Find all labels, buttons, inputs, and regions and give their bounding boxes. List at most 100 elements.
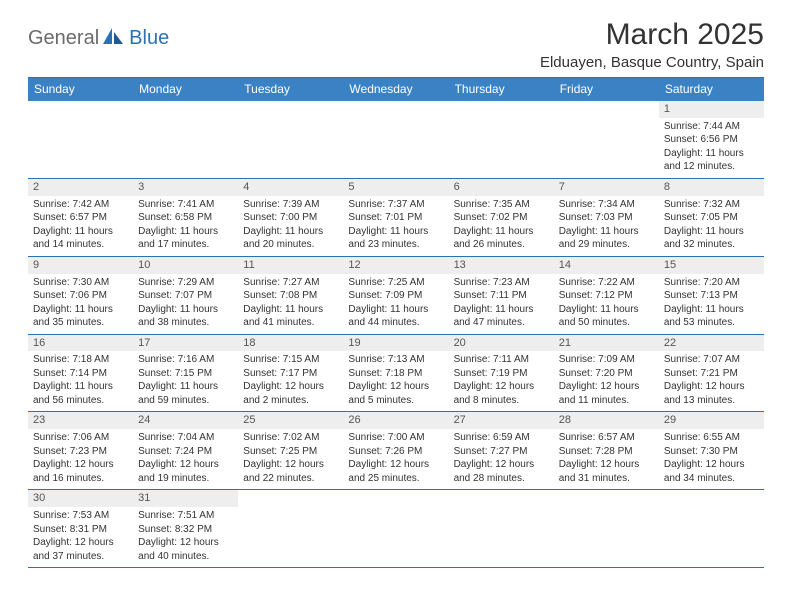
sunrise-text: Sunrise: 7:00 AM — [348, 431, 443, 445]
daylight-text: Daylight: 11 hours and 14 minutes. — [33, 225, 128, 252]
sunset-text: Sunset: 7:14 PM — [33, 367, 128, 381]
week-row: 23Sunrise: 7:06 AMSunset: 7:23 PMDayligh… — [28, 412, 764, 490]
daylight-text: Daylight: 12 hours and 40 minutes. — [138, 536, 233, 563]
sunset-text: Sunset: 7:25 PM — [243, 445, 338, 459]
sunrise-text: Sunrise: 6:57 AM — [559, 431, 654, 445]
page: General Blue March 2025 Elduayen, Basque… — [0, 0, 792, 568]
sunrise-text: Sunrise: 7:15 AM — [243, 353, 338, 367]
sunrise-text: Sunrise: 7:22 AM — [559, 276, 654, 290]
daylight-text: Daylight: 12 hours and 5 minutes. — [348, 380, 443, 407]
sunset-text: Sunset: 7:18 PM — [348, 367, 443, 381]
daylight-text: Daylight: 11 hours and 12 minutes. — [664, 147, 759, 174]
daylight-text: Daylight: 12 hours and 31 minutes. — [559, 458, 654, 485]
day-number: 21 — [554, 335, 659, 352]
day-number: 25 — [238, 412, 343, 429]
day-cell: 11Sunrise: 7:27 AMSunset: 7:08 PMDayligh… — [238, 257, 343, 334]
sunset-text: Sunset: 7:06 PM — [33, 289, 128, 303]
sunrise-text: Sunrise: 7:25 AM — [348, 276, 443, 290]
day-cell: 17Sunrise: 7:16 AMSunset: 7:15 PMDayligh… — [133, 335, 238, 412]
sunset-text: Sunset: 7:05 PM — [664, 211, 759, 225]
month-title: March 2025 — [540, 18, 764, 52]
sunset-text: Sunset: 6:57 PM — [33, 211, 128, 225]
day-cell-empty — [238, 490, 343, 567]
daylight-text: Daylight: 12 hours and 25 minutes. — [348, 458, 443, 485]
daylight-text: Daylight: 11 hours and 59 minutes. — [138, 380, 233, 407]
day-cell: 26Sunrise: 7:00 AMSunset: 7:26 PMDayligh… — [343, 412, 448, 489]
day-cell: 25 Sunrise: 7:02 AMSunset: 7:25 PMDayligh… — [238, 412, 343, 489]
sunset-text: Sunset: 7:19 PM — [454, 367, 549, 381]
daylight-text: Daylight: 11 hours and 23 minutes. — [348, 225, 443, 252]
daylight-text: Daylight: 11 hours and 44 minutes. — [348, 303, 443, 330]
day-cell: 12 Sunrise: 7:25 AMSunset: 7:09 PMDayligh… — [343, 257, 448, 334]
day-number: 15 — [659, 257, 764, 274]
day-number: 31 — [133, 490, 238, 507]
sunrise-text: Sunrise: 6:59 AM — [454, 431, 549, 445]
sunset-text: Sunset: 7:07 PM — [138, 289, 233, 303]
weekday-header: Thursday — [449, 78, 554, 101]
daylight-text: Daylight: 11 hours and 38 minutes. — [138, 303, 233, 330]
day-number: 17 — [133, 335, 238, 352]
day-number: 7 — [554, 179, 659, 196]
weekday-header-row: SundayMondayTuesdayWednesdayThursdayFrid… — [28, 78, 764, 101]
day-cell: 31Sunrise: 7:51 AMSunset: 8:32 PMDayligh… — [133, 490, 238, 567]
day-number: 12 — [343, 257, 448, 274]
day-cell: 5Sunrise: 7:37 AMSunset: 7:01 PMDaylight… — [343, 179, 448, 256]
sunset-text: Sunset: 6:58 PM — [138, 211, 233, 225]
sunset-text: Sunset: 7:13 PM — [664, 289, 759, 303]
day-cell: 29Sunrise: 6:55 AMSunset: 7:30 PMDayligh… — [659, 412, 764, 489]
day-cell: 7 Sunrise: 7:34 AMSunset: 7:03 PMDaylight… — [554, 179, 659, 256]
sunset-text: Sunset: 7:24 PM — [138, 445, 233, 459]
day-number: 18 — [238, 335, 343, 352]
sunset-text: Sunset: 7:12 PM — [559, 289, 654, 303]
day-number: 27 — [449, 412, 554, 429]
day-cell: 27Sunrise: 6:59 AMSunset: 7:27 PMDayligh… — [449, 412, 554, 489]
sunrise-text: Sunrise: 7:41 AM — [138, 198, 233, 212]
sunset-text: Sunset: 7:09 PM — [348, 289, 443, 303]
sunrise-text: Sunrise: 7:16 AM — [138, 353, 233, 367]
weeks-container: 1Sunrise: 7:44 AMSunset: 6:56 PMDaylight… — [28, 101, 764, 568]
sunset-text: Sunset: 7:23 PM — [33, 445, 128, 459]
weekday-header: Tuesday — [238, 78, 343, 101]
sunset-text: Sunset: 7:15 PM — [138, 367, 233, 381]
sunrise-text: Sunrise: 7:07 AM — [664, 353, 759, 367]
day-cell: 18Sunrise: 7:15 AMSunset: 7:17 PMDayligh… — [238, 335, 343, 412]
day-cell: 20Sunrise: 7:11 AMSunset: 7:19 PMDayligh… — [449, 335, 554, 412]
weekday-header: Friday — [554, 78, 659, 101]
daylight-text: Daylight: 11 hours and 20 minutes. — [243, 225, 338, 252]
daylight-text: Daylight: 12 hours and 37 minutes. — [33, 536, 128, 563]
sunrise-text: Sunrise: 7:30 AM — [33, 276, 128, 290]
sunrise-text: Sunrise: 7:04 AM — [138, 431, 233, 445]
logo: General Blue — [28, 18, 169, 51]
sunrise-text: Sunrise: 7:02 AM — [243, 431, 338, 445]
day-cell-empty — [449, 101, 554, 178]
daylight-text: Daylight: 12 hours and 22 minutes. — [243, 458, 338, 485]
daylight-text: Daylight: 11 hours and 47 minutes. — [454, 303, 549, 330]
day-number: 4 — [238, 179, 343, 196]
week-row: 30Sunrise: 7:53 AMSunset: 8:31 PMDayligh… — [28, 490, 764, 568]
logo-text-blue: Blue — [129, 27, 169, 50]
sunrise-text: Sunrise: 7:06 AM — [33, 431, 128, 445]
sunrise-text: Sunrise: 7:34 AM — [559, 198, 654, 212]
sunset-text: Sunset: 7:03 PM — [559, 211, 654, 225]
daylight-text: Daylight: 11 hours and 17 minutes. — [138, 225, 233, 252]
weekday-header: Monday — [133, 78, 238, 101]
day-number: 24 — [133, 412, 238, 429]
daylight-text: Daylight: 11 hours and 41 minutes. — [243, 303, 338, 330]
location: Elduayen, Basque Country, Spain — [540, 54, 764, 71]
weekday-header: Sunday — [28, 78, 133, 101]
day-cell: 6Sunrise: 7:35 AMSunset: 7:02 PMDaylight… — [449, 179, 554, 256]
daylight-text: Daylight: 11 hours and 29 minutes. — [559, 225, 654, 252]
day-cell: 23Sunrise: 7:06 AMSunset: 7:23 PMDayligh… — [28, 412, 133, 489]
sunset-text: Sunset: 7:26 PM — [348, 445, 443, 459]
day-number: 29 — [659, 412, 764, 429]
week-row: 16Sunrise: 7:18 AMSunset: 7:14 PMDayligh… — [28, 335, 764, 413]
day-number: 8 — [659, 179, 764, 196]
sunset-text: Sunset: 7:17 PM — [243, 367, 338, 381]
daylight-text: Daylight: 11 hours and 56 minutes. — [33, 380, 128, 407]
day-number: 3 — [133, 179, 238, 196]
daylight-text: Daylight: 12 hours and 8 minutes. — [454, 380, 549, 407]
day-cell: 16Sunrise: 7:18 AMSunset: 7:14 PMDayligh… — [28, 335, 133, 412]
day-cell: 2Sunrise: 7:42 AMSunset: 6:57 PMDaylight… — [28, 179, 133, 256]
day-number: 11 — [238, 257, 343, 274]
day-cell: 15Sunrise: 7:20 AMSunset: 7:13 PMDayligh… — [659, 257, 764, 334]
